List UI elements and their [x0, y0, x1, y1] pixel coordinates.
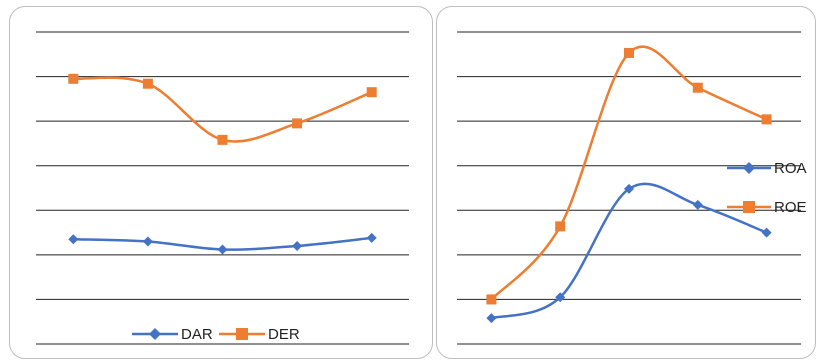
series-line-roa — [491, 182, 768, 320]
dar-der-chart: DAR DER — [36, 31, 409, 345]
series-roe — [486, 45, 772, 305]
data-point-der-3 — [217, 134, 228, 145]
data-point-roe-4 — [692, 82, 703, 93]
data-point-dar-5 — [366, 232, 377, 243]
data-point-roe-3 — [624, 47, 634, 58]
data-point-roa-1 — [486, 313, 497, 324]
data-point-der-4 — [292, 118, 303, 129]
data-point-roa-5 — [761, 227, 772, 238]
legend-marker-roe — [743, 201, 755, 213]
data-point-roa-2 — [555, 292, 566, 303]
legend-label-roa: ROA — [774, 160, 807, 177]
legend: ROA ROE — [727, 160, 807, 216]
legend-marker-roa — [743, 162, 755, 174]
series-roa — [486, 182, 772, 324]
roa-roe-chart: ROA ROE — [457, 31, 807, 345]
data-point-dar-1 — [68, 234, 79, 245]
series-dar — [68, 232, 377, 255]
data-point-dar-4 — [292, 240, 303, 251]
data-point-der-1 — [68, 73, 79, 84]
data-point-roa-3 — [624, 183, 634, 194]
gridlines — [457, 31, 801, 345]
legend-marker-der — [236, 328, 248, 340]
data-point-dar-2 — [142, 236, 153, 247]
gridlines — [36, 31, 409, 345]
legend-label-roe: ROE — [774, 199, 807, 216]
data-point-roe-1 — [486, 294, 497, 305]
data-point-roa-4 — [692, 199, 703, 210]
legend-label-dar: DAR — [181, 326, 213, 343]
left-chart-panel: DAR DER — [9, 6, 433, 359]
data-point-roe-5 — [761, 114, 772, 125]
series-der — [68, 73, 377, 145]
data-point-roe-2 — [555, 221, 566, 232]
data-point-der-2 — [142, 78, 153, 89]
series-line-roe — [490, 45, 768, 301]
legend-label-der: DER — [268, 326, 300, 343]
legend-marker-dar — [149, 328, 161, 340]
legend: DAR DER — [132, 326, 300, 343]
data-point-dar-3 — [217, 244, 228, 255]
data-point-der-5 — [366, 87, 377, 98]
right-chart-panel: ROA ROE — [436, 6, 816, 359]
series-line-der — [73, 76, 373, 143]
